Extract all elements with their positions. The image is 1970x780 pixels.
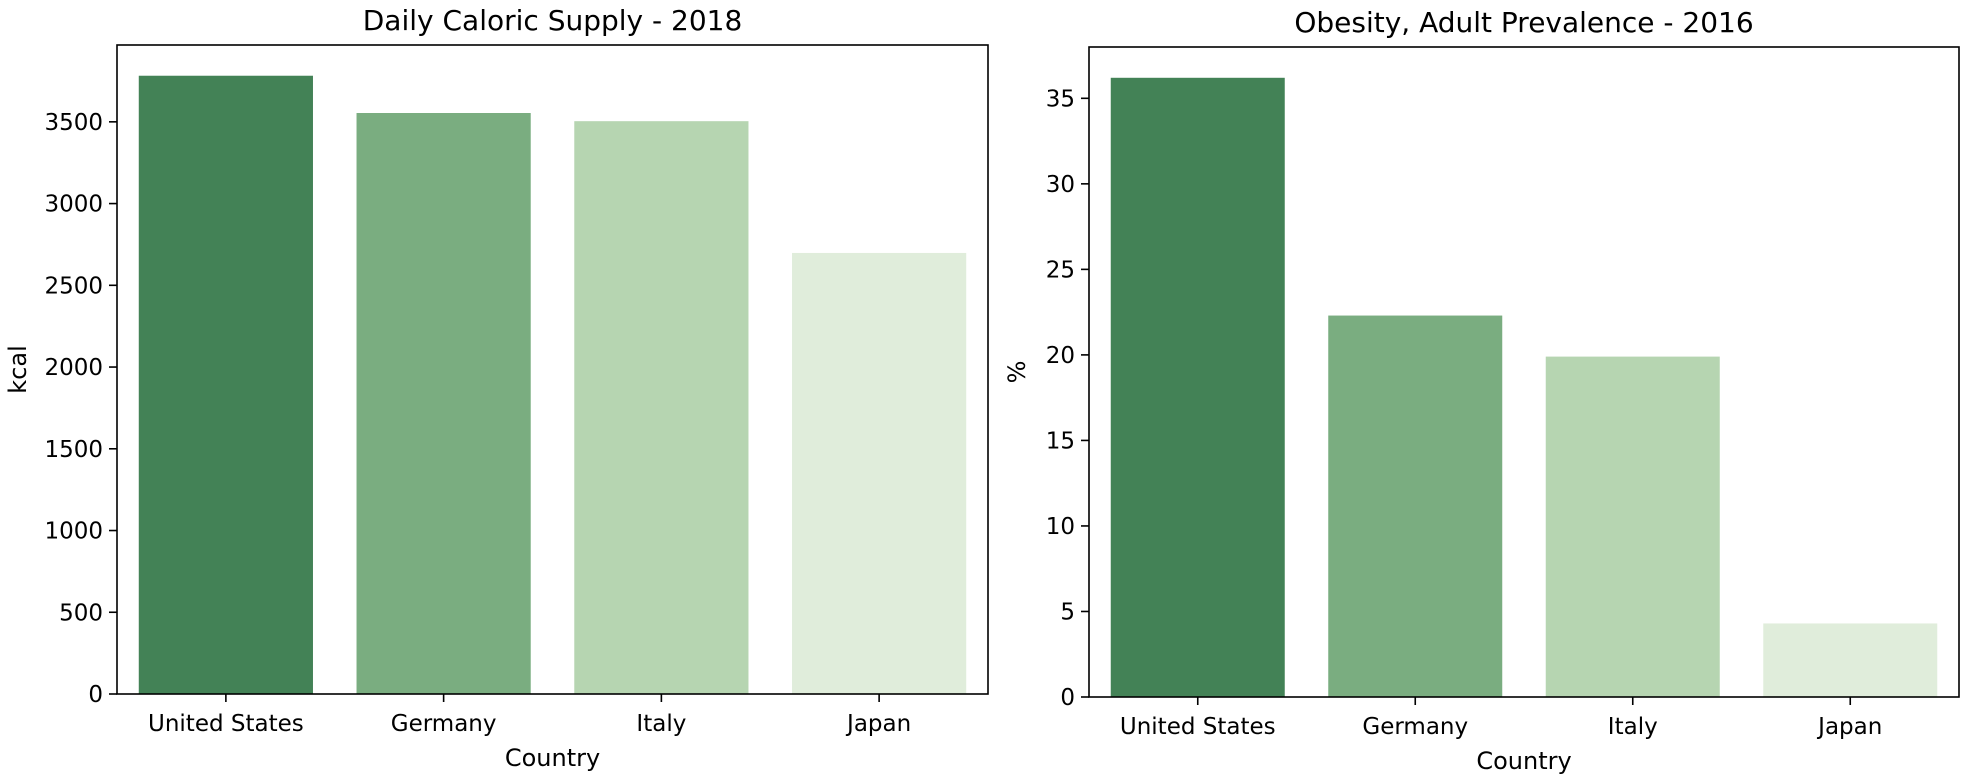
y-tick-label: 1500 [44,437,103,463]
x-axis-label: Country [1476,747,1571,775]
y-tick-label: 2500 [44,273,103,299]
bar-italy [1545,356,1720,697]
y-tick-label: 25 [1046,257,1075,283]
x-tick-label: United States [148,711,304,737]
x-tick-label: Japan [1816,714,1882,740]
y-tick-label: 2000 [44,355,103,381]
x-tick-label: Japan [845,711,911,737]
left-chart-panel: Daily Caloric Supply - 2018 Country kcal… [4,4,989,772]
y-tick-label: 500 [59,600,103,626]
bars [138,75,967,694]
y-axis-label: % [1003,361,1031,384]
y-ticks: 0 500 1000 1500 2000 2500 3000 3500 [44,110,117,708]
bar-germany [1328,315,1503,697]
bars [1110,77,1938,697]
x-tick-label: Germany [1362,714,1468,740]
y-tick-label: 3000 [44,192,103,218]
x-tick-label: Italy [1608,714,1658,740]
bar-japan [792,252,967,694]
chart-title: Obesity, Adult Prevalence - 2016 [1294,6,1753,39]
y-tick-label: 5 [1060,599,1075,625]
y-tick-label: 3500 [44,110,103,136]
plot-frame [116,44,989,695]
plot-frame [1088,46,1960,698]
y-ticks: 0 5 10 15 20 25 30 35 [1046,86,1089,711]
bar-germany [356,113,531,694]
y-tick-label: 20 [1046,343,1075,369]
y-tick-label: 10 [1046,514,1075,540]
y-tick-label: 0 [1060,685,1075,711]
x-tick-label: Italy [636,711,686,737]
right-chart-panel: Obesity, Adult Prevalence - 2016 Country… [1003,6,1960,775]
y-axis-label: kcal [4,345,32,393]
y-tick-label: 1000 [44,519,103,545]
x-tick-label: Germany [391,711,497,737]
bar-united-states [1110,77,1285,697]
y-tick-label: 35 [1046,86,1075,112]
y-tick-label: 15 [1046,428,1075,454]
bar-united-states [138,75,313,694]
y-tick-label: 0 [88,682,103,708]
bar-japan [1763,623,1938,697]
y-tick-label: 30 [1046,172,1075,198]
x-ticks: United States Germany Italy Japan [148,694,911,737]
bar-italy [574,121,749,694]
chart-title: Daily Caloric Supply - 2018 [363,4,743,37]
x-ticks: United States Germany Italy Japan [1120,697,1882,740]
x-tick-label: United States [1120,714,1276,740]
x-axis-label: Country [505,744,600,772]
